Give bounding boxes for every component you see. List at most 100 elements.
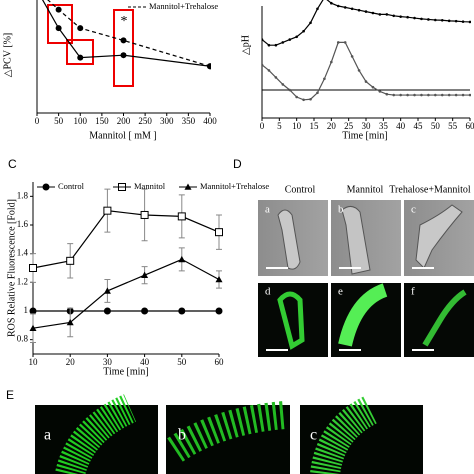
highlight-box — [113, 9, 134, 87]
plot-area — [262, 0, 471, 102]
x-tick-label: 300 — [160, 116, 174, 126]
micrograph-row — [258, 200, 474, 357]
x-axis-label: Mannitol [ mM ] — [89, 130, 157, 141]
image-label: a — [44, 427, 51, 444]
x-axis-label: Time [min] — [342, 130, 387, 141]
legend-label: Mannitol+Trehalose — [149, 1, 218, 11]
micrograph-row — [35, 394, 423, 474]
marker — [454, 93, 458, 97]
column-title: Mannitol — [347, 184, 384, 195]
marker — [343, 6, 347, 9]
legend-label: Mannitol+Trehalose — [200, 181, 269, 191]
marker — [357, 8, 361, 12]
marker — [385, 13, 389, 16]
marker — [350, 55, 354, 58]
plot-area — [29, 183, 223, 344]
marker — [378, 13, 382, 16]
x-tick-label: 0 — [260, 121, 265, 131]
marker — [406, 15, 409, 19]
x-tick-label: 400 — [203, 116, 217, 126]
marker — [267, 69, 271, 72]
marker — [447, 93, 451, 97]
x-tick-label: 35 — [379, 121, 389, 131]
column-title: Control — [285, 184, 316, 195]
series-line — [32, 210, 220, 269]
x-tick-label: 50 — [54, 116, 64, 126]
marker — [103, 206, 112, 215]
x-tick-label: 10 — [292, 121, 302, 131]
marker — [323, 77, 326, 81]
marker — [295, 35, 298, 39]
x-tick-label: 25 — [344, 121, 354, 131]
marker — [440, 18, 444, 22]
image-label: d — [265, 286, 271, 298]
y-axis-label: △pH — [240, 35, 251, 55]
marker — [336, 4, 340, 8]
x-tick-label: 50 — [431, 121, 441, 131]
legend-label: Mannitol — [134, 181, 166, 191]
marker — [274, 43, 278, 47]
image-label: b — [338, 204, 344, 216]
marker — [262, 63, 264, 67]
marker — [364, 10, 368, 13]
marker — [141, 271, 149, 278]
marker — [29, 324, 37, 331]
marker — [378, 90, 382, 93]
marker — [288, 38, 292, 41]
marker — [434, 18, 437, 22]
marker — [309, 21, 312, 25]
marker — [399, 15, 402, 18]
column-title: Trehalose+Mannitol — [389, 184, 471, 195]
marker — [427, 93, 430, 97]
x-tick-label: 60 — [466, 121, 474, 131]
marker — [55, 25, 62, 32]
y-tick-label: 1.8 — [17, 190, 29, 200]
marker — [371, 11, 375, 15]
marker — [281, 41, 285, 44]
marker — [29, 307, 37, 315]
marker — [316, 91, 319, 95]
series-line — [262, 41, 470, 101]
marker — [392, 93, 396, 97]
marker — [316, 7, 319, 11]
x-tick-label: 40 — [140, 357, 150, 367]
marker — [215, 228, 223, 237]
marker — [399, 93, 402, 97]
x-tick-label: 40 — [396, 121, 406, 131]
series-line — [262, 0, 471, 46]
marker — [281, 83, 285, 86]
marker — [215, 307, 223, 315]
marker — [267, 43, 271, 47]
marker — [343, 41, 347, 44]
marker — [103, 307, 111, 315]
marker — [302, 98, 305, 102]
x-tick-label: 30 — [362, 121, 372, 131]
marker — [371, 85, 375, 89]
marker — [330, 60, 333, 64]
y-tick-label: 1 — [24, 305, 29, 315]
marker — [420, 93, 423, 97]
y-tick-label: 0.8 — [17, 334, 29, 344]
marker — [440, 93, 444, 97]
marker — [447, 19, 451, 23]
panel-letter: D — [233, 157, 242, 171]
y-axis-label: △PCV [%] — [2, 33, 13, 77]
marker — [302, 29, 305, 33]
marker — [330, 1, 333, 5]
panel-letter: C — [8, 157, 17, 171]
significance: * — [121, 14, 128, 29]
marker — [262, 38, 264, 41]
y-tick-label: 1.6 — [17, 219, 29, 229]
marker — [120, 52, 127, 59]
marker — [274, 76, 278, 79]
y-tick-label: 1.2 — [17, 276, 28, 286]
x-tick-label: 60 — [215, 357, 225, 367]
image-label: c — [411, 204, 416, 216]
x-tick-label: 150 — [95, 116, 109, 126]
legend-label: Control — [58, 181, 85, 191]
marker — [468, 20, 471, 24]
marker — [178, 255, 186, 263]
marker — [468, 93, 471, 97]
marker — [66, 256, 75, 265]
marker — [413, 16, 416, 20]
